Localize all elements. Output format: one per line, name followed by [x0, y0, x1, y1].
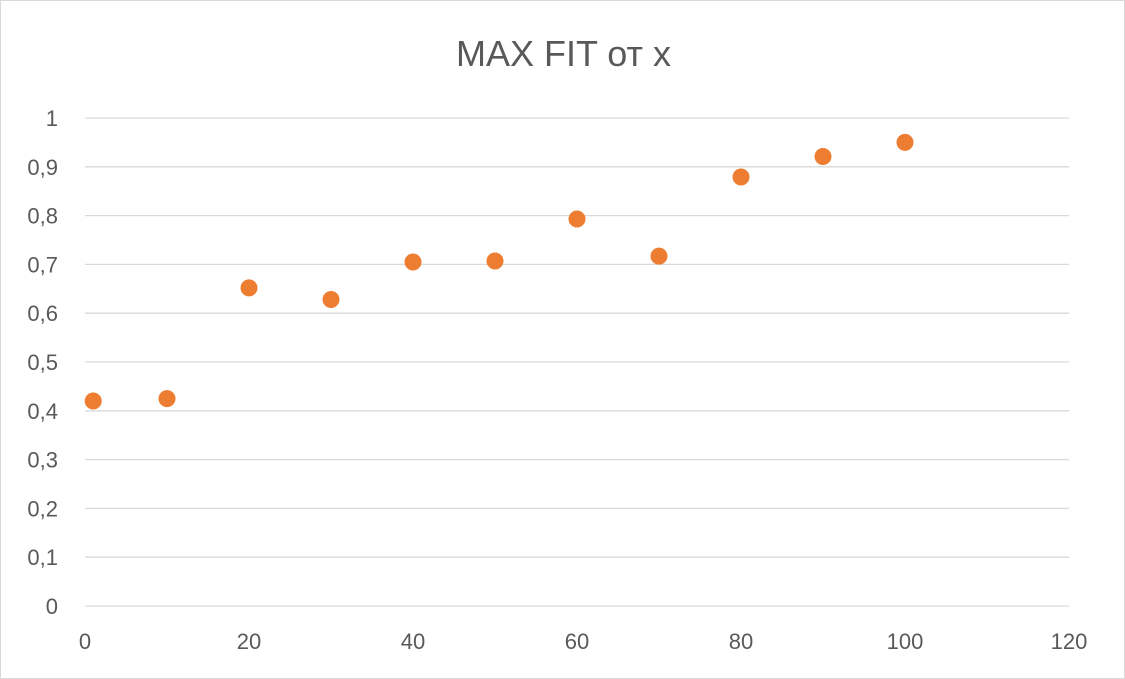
data-point [896, 133, 914, 151]
data-points [84, 133, 914, 410]
y-tick-label: 0,2 [27, 496, 58, 521]
y-axis-tick-labels: 0 0,1 0,2 0,3 0,4 0,5 0,6 0,7 0,8 0,9 1 [27, 106, 58, 619]
y-tick-label: 0,9 [27, 155, 58, 180]
x-tick-label: 60 [565, 629, 589, 654]
chart-title: MAX FIT от x [455, 33, 672, 74]
x-tick-label: 0 [79, 629, 91, 654]
data-point [158, 390, 176, 408]
y-tick-label: 0,8 [27, 204, 58, 229]
y-tick-label: 0,6 [27, 301, 58, 326]
y-tick-label: 0,4 [27, 399, 58, 424]
data-point [568, 210, 586, 228]
x-tick-label: 120 [1051, 629, 1088, 654]
data-point [322, 291, 340, 309]
x-tick-label: 40 [401, 629, 425, 654]
y-tick-label: 0,3 [27, 448, 58, 473]
y-tick-label: 1 [46, 106, 58, 131]
x-tick-label: 20 [237, 629, 261, 654]
x-tick-label: 100 [887, 629, 924, 654]
data-point [404, 253, 422, 271]
y-tick-label: 0,1 [27, 545, 58, 570]
y-tick-label: 0,7 [27, 252, 58, 277]
data-point [84, 392, 102, 410]
x-tick-label: 80 [729, 629, 753, 654]
data-point [650, 247, 668, 265]
gridlines [85, 117, 1069, 607]
x-axis-tick-labels: 0 20 40 60 80 100 120 [79, 629, 1087, 654]
y-tick-label: 0 [46, 594, 58, 619]
data-point [732, 168, 750, 186]
data-point [814, 148, 832, 166]
y-tick-label: 0,5 [27, 350, 58, 375]
data-point [486, 252, 504, 270]
data-point [240, 279, 258, 297]
